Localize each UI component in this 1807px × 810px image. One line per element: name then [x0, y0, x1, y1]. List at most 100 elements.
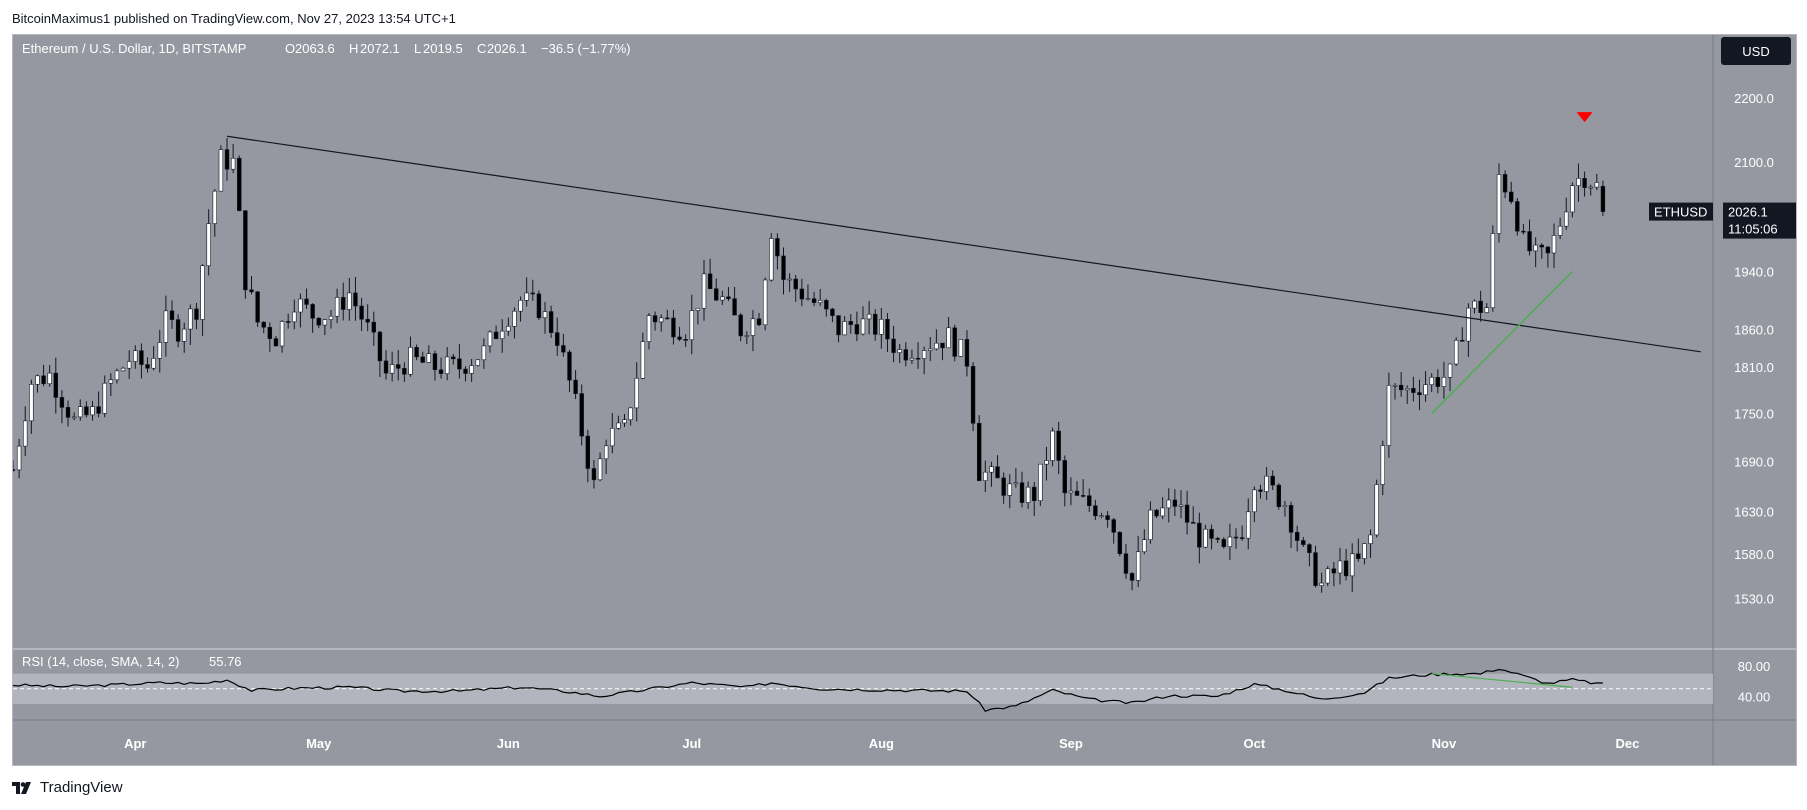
candle: [292, 311, 297, 323]
chart-svg[interactable]: 2200.0 2100.0 1940.0 1860.0 1810.0 1750.0 1690…: [13, 35, 1796, 765]
candle: [16, 445, 22, 471]
candle: [1417, 392, 1422, 396]
candle: [860, 318, 866, 335]
candle: [1539, 244, 1544, 248]
candle: [1191, 522, 1196, 524]
candle: [463, 368, 468, 374]
candle: [1154, 509, 1159, 517]
candle: [1490, 233, 1496, 308]
candle: [518, 300, 523, 312]
candle: [475, 359, 480, 366]
candle: [1557, 225, 1563, 236]
time-tick-label: Nov: [1432, 736, 1457, 751]
currency-button-bg[interactable]: [1721, 37, 1791, 65]
candle: [573, 379, 578, 394]
candle: [84, 406, 89, 416]
currency-button[interactable]: USD: [1742, 44, 1769, 59]
candle: [1209, 528, 1214, 539]
candle: [591, 468, 597, 481]
candle: [139, 350, 144, 365]
candle: [634, 377, 639, 409]
time-tick-label: May: [306, 736, 332, 751]
candle: [695, 307, 701, 311]
candle: [432, 353, 438, 371]
candle: [1105, 515, 1110, 520]
candle: [1258, 489, 1263, 492]
symbol-description[interactable]: Ethereum / U.S. Dollar, 1D, BITSTAMP: [22, 41, 246, 56]
candle: [359, 305, 364, 320]
candle: [414, 347, 419, 358]
candle: [133, 350, 138, 362]
candle: [769, 238, 774, 281]
candle: [1313, 552, 1318, 586]
candle: [1197, 522, 1202, 548]
candle: [1080, 495, 1086, 497]
candle: [1050, 430, 1055, 461]
rsi-axis-bg: [1713, 649, 1796, 720]
candle: [885, 319, 890, 340]
candle: [1350, 553, 1355, 577]
candle: [438, 369, 444, 374]
candle: [206, 223, 211, 267]
candle: [267, 326, 273, 339]
rsi-legend-label[interactable]: RSI (14, close, SMA, 14, 2): [22, 654, 180, 669]
candle: [377, 331, 383, 362]
ascending-support-line[interactable]: [1431, 270, 1573, 414]
candle: [1509, 191, 1514, 202]
price-tick-label: 1750.0: [1734, 406, 1774, 421]
candle: [1460, 340, 1465, 342]
candle: [989, 466, 994, 473]
candle: [738, 314, 743, 337]
candle: [35, 375, 40, 385]
candle: [65, 407, 71, 418]
candle: [873, 313, 878, 335]
candle: [1111, 519, 1116, 533]
bar-countdown: 11:05:06: [1728, 222, 1778, 237]
candle: [524, 292, 529, 301]
candle: [597, 458, 603, 481]
candle: [1447, 363, 1453, 378]
candle: [842, 321, 847, 336]
candle: [212, 190, 217, 224]
candle: [940, 342, 945, 349]
candle: [1411, 388, 1416, 393]
candle: [1172, 499, 1178, 507]
candle: [59, 397, 65, 408]
candle: [1484, 307, 1489, 313]
candle: [1594, 182, 1600, 188]
rsi-line: [13, 668, 1603, 713]
candle: [891, 338, 896, 353]
rsi-divergence-line[interactable]: [1431, 673, 1573, 688]
chart-container[interactable]: 2200.0 2100.0 1940.0 1860.0 1810.0 1750.0 1690…: [12, 34, 1797, 766]
candle: [714, 288, 719, 301]
candle: [1246, 511, 1251, 539]
candle: [408, 347, 413, 375]
candle: [542, 311, 548, 319]
candle: [1019, 482, 1025, 503]
price-tick-label: 1630.0: [1734, 504, 1774, 519]
candle: [610, 428, 615, 447]
candle: [328, 315, 334, 320]
high-value: 2072.1: [360, 41, 400, 56]
resistance-trendline[interactable]: [226, 135, 1701, 353]
price-tick-label: 1860.0: [1734, 322, 1774, 337]
open-label: O: [285, 41, 295, 56]
candle: [316, 317, 321, 326]
candle: [53, 372, 59, 398]
candle: [145, 364, 150, 369]
candle: [726, 296, 731, 299]
price-tick-label: 1530.0: [1734, 592, 1774, 607]
time-tick-label: Jun: [497, 736, 520, 751]
candle: [1062, 460, 1067, 494]
price-tick-label: 1690.0: [1734, 454, 1774, 469]
candle: [1319, 582, 1324, 586]
candle: [866, 313, 872, 320]
tradingview-brand[interactable]: TradingView: [12, 779, 123, 796]
candle: [1270, 475, 1275, 486]
price-tick-label: 1810.0: [1734, 360, 1774, 375]
candle: [13, 469, 16, 471]
candle: [371, 321, 376, 333]
candle: [640, 341, 646, 379]
candle: [958, 339, 964, 357]
candle: [1301, 540, 1306, 545]
